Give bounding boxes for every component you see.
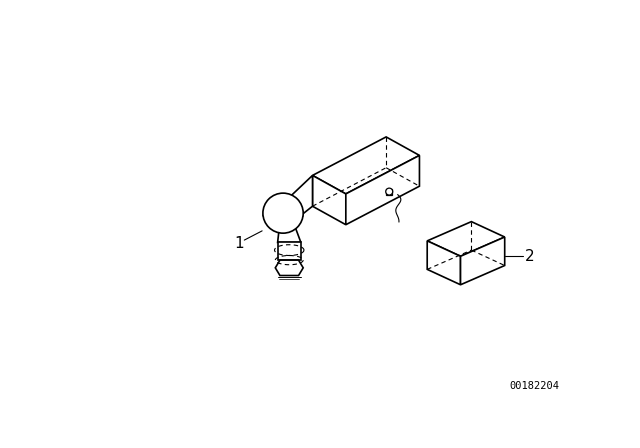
Circle shape — [263, 193, 303, 233]
Text: 2: 2 — [525, 249, 534, 264]
Polygon shape — [428, 241, 461, 285]
Polygon shape — [280, 176, 312, 222]
Polygon shape — [428, 222, 505, 256]
Polygon shape — [386, 189, 392, 195]
Text: 1: 1 — [234, 236, 244, 251]
Polygon shape — [278, 242, 301, 260]
Circle shape — [386, 188, 393, 195]
Polygon shape — [312, 176, 346, 225]
Text: 00182204: 00182204 — [509, 381, 559, 391]
Polygon shape — [312, 137, 419, 194]
Polygon shape — [461, 237, 505, 285]
Polygon shape — [275, 260, 303, 276]
Polygon shape — [278, 222, 301, 242]
Polygon shape — [346, 155, 419, 225]
